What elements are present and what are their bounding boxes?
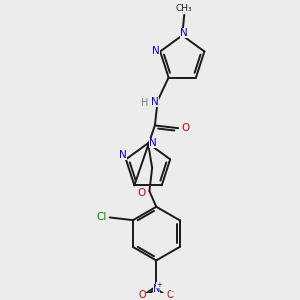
Text: N: N (153, 284, 160, 294)
Text: CH₃: CH₃ (176, 4, 193, 14)
Text: N: N (149, 138, 157, 148)
Text: O: O (139, 290, 146, 300)
Text: O: O (181, 123, 189, 133)
Text: H: H (142, 98, 149, 108)
Text: N: N (151, 97, 159, 107)
Text: O: O (137, 188, 146, 198)
Text: O: O (166, 290, 174, 300)
Text: N: N (180, 28, 188, 38)
Text: N: N (119, 150, 127, 161)
Text: ⁻: ⁻ (171, 290, 175, 296)
Text: Cl: Cl (97, 212, 107, 222)
Text: +: + (156, 282, 162, 288)
Text: N: N (152, 46, 160, 56)
